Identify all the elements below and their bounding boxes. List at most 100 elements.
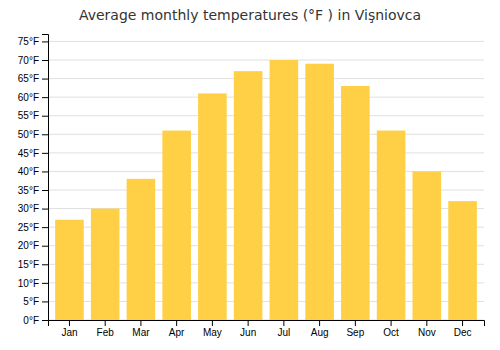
x-axis: Jan Feb Mar Apr May Jun Jul Aug Sep Oct Nov Dec bbox=[49, 320, 485, 338]
bar bbox=[305, 64, 334, 320]
title: Average monthly temperatures (°F ) in Vi… bbox=[79, 7, 421, 23]
y-tick: 55°F bbox=[18, 110, 48, 121]
x-tick-label: Sep bbox=[346, 327, 364, 338]
x-tick-label: Feb bbox=[97, 327, 115, 338]
y-tick: 60°F bbox=[18, 92, 48, 103]
bar bbox=[55, 220, 84, 320]
y-tick: 45°F bbox=[18, 148, 48, 159]
x-tick-mark bbox=[462, 320, 463, 326]
x-tick-mark bbox=[176, 320, 177, 326]
y-tick: 70°F bbox=[18, 55, 48, 66]
y-tick-mark bbox=[42, 283, 48, 284]
y-tick-mark bbox=[42, 97, 48, 98]
grid bbox=[48, 41, 484, 320]
y-tick-mark bbox=[42, 153, 48, 154]
grid-line bbox=[48, 152, 484, 153]
y-tick: 15°F bbox=[18, 259, 48, 270]
bar bbox=[270, 60, 299, 320]
y-tick: 20°F bbox=[18, 240, 48, 251]
chart-svg: 0°F 5°F 10°F 15°F 20°F 25°F 30°F 35°F 40°F 45°F 50… bbox=[0, 0, 500, 350]
y-tick: 50°F bbox=[18, 129, 48, 140]
chart-container: 0°F 5°F 10°F 15°F 20°F 25°F 30°F 35°F 40°F 45°F 50… bbox=[0, 0, 500, 350]
y-tick-label: 25°F bbox=[18, 222, 39, 233]
grid-line bbox=[48, 41, 484, 42]
y-tick-mark bbox=[42, 246, 48, 247]
x-tick-label: Mar bbox=[132, 327, 150, 338]
x-tick-mark bbox=[355, 320, 356, 326]
x-tick: Apr bbox=[169, 320, 185, 338]
x-tick-mark bbox=[248, 320, 249, 326]
x-tick: Jul bbox=[277, 320, 290, 338]
y-tick-label: 15°F bbox=[18, 259, 39, 270]
y-tick: 10°F bbox=[18, 278, 48, 289]
plot-area: 0°F 5°F 10°F 15°F 20°F 25°F 30°F 35°F 40°F 45°F 50… bbox=[18, 35, 485, 339]
bars bbox=[55, 60, 477, 320]
x-tick-mark bbox=[283, 320, 284, 326]
y-tick: 25°F bbox=[18, 222, 48, 233]
y-tick-mark bbox=[42, 301, 48, 302]
x-tick-mark bbox=[69, 320, 70, 326]
grid-line bbox=[48, 134, 484, 135]
x-tick: May bbox=[203, 320, 222, 338]
y-tick-mark bbox=[42, 60, 48, 61]
y-tick-label: 75°F bbox=[18, 36, 39, 47]
x-tick-mark bbox=[391, 320, 392, 326]
x-tick-mark bbox=[140, 320, 141, 326]
x-tick-label: Jan bbox=[61, 327, 77, 338]
x-tick-mark bbox=[212, 320, 213, 326]
x-tick: Feb bbox=[97, 320, 115, 338]
grid-line bbox=[48, 115, 484, 116]
y-tick-mark bbox=[42, 79, 48, 80]
y-tick-mark bbox=[42, 264, 48, 265]
y-tick-mark bbox=[42, 227, 48, 228]
y-tick-label: 40°F bbox=[18, 166, 39, 177]
x-tick-label: Oct bbox=[383, 327, 399, 338]
x-tick: Jun bbox=[240, 320, 256, 338]
x-tick-label: Jun bbox=[240, 327, 256, 338]
bar bbox=[162, 131, 191, 320]
x-tick-label: May bbox=[203, 327, 222, 338]
x-tick: Dec bbox=[454, 320, 472, 338]
x-tick-mark bbox=[319, 320, 320, 326]
y-tick-mark bbox=[42, 320, 48, 321]
grid-line bbox=[48, 60, 484, 61]
x-axis-line bbox=[49, 321, 485, 327]
x-tick-label: Apr bbox=[169, 327, 185, 338]
x-tick: Mar bbox=[132, 320, 150, 338]
x-tick-label: Jul bbox=[277, 327, 290, 338]
y-tick: 5°F bbox=[23, 296, 48, 307]
y-tick-label: 30°F bbox=[18, 203, 39, 214]
bar bbox=[341, 86, 370, 320]
y-tick-label: 65°F bbox=[18, 73, 39, 84]
y-tick: 0°F bbox=[23, 315, 48, 326]
y-tick-mark bbox=[42, 41, 48, 42]
y-tick-label: 5°F bbox=[23, 296, 39, 307]
y-tick-label: 35°F bbox=[18, 185, 39, 196]
x-tick: Oct bbox=[383, 320, 399, 338]
y-axis-line bbox=[42, 35, 49, 321]
y-tick-label: 60°F bbox=[18, 92, 39, 103]
y-tick-mark bbox=[42, 209, 48, 210]
bar bbox=[127, 179, 156, 320]
x-tick: Aug bbox=[311, 320, 329, 338]
x-tick: Nov bbox=[418, 320, 436, 338]
y-tick-mark bbox=[42, 171, 48, 172]
y-tick-label: 70°F bbox=[18, 55, 39, 66]
y-axis: 0°F 5°F 10°F 15°F 20°F 25°F 30°F 35°F 40°F 45°F 50… bbox=[18, 35, 49, 326]
x-tick: Jan bbox=[61, 320, 77, 338]
x-tick-mark bbox=[426, 320, 427, 326]
y-tick-mark bbox=[42, 134, 48, 135]
bar bbox=[234, 71, 263, 320]
y-tick-label: 55°F bbox=[18, 110, 39, 121]
y-tick: 75°F bbox=[18, 36, 48, 47]
y-tick-mark bbox=[42, 190, 48, 191]
x-tick-label: Aug bbox=[311, 327, 329, 338]
y-tick: 35°F bbox=[18, 185, 48, 196]
y-tick: 40°F bbox=[18, 166, 48, 177]
bar bbox=[377, 131, 406, 320]
x-tick-label: Dec bbox=[454, 327, 472, 338]
y-tick-label: 45°F bbox=[18, 148, 39, 159]
x-tick: Sep bbox=[346, 320, 364, 338]
y-tick: 65°F bbox=[18, 73, 48, 84]
y-tick-label: 0°F bbox=[23, 315, 39, 326]
